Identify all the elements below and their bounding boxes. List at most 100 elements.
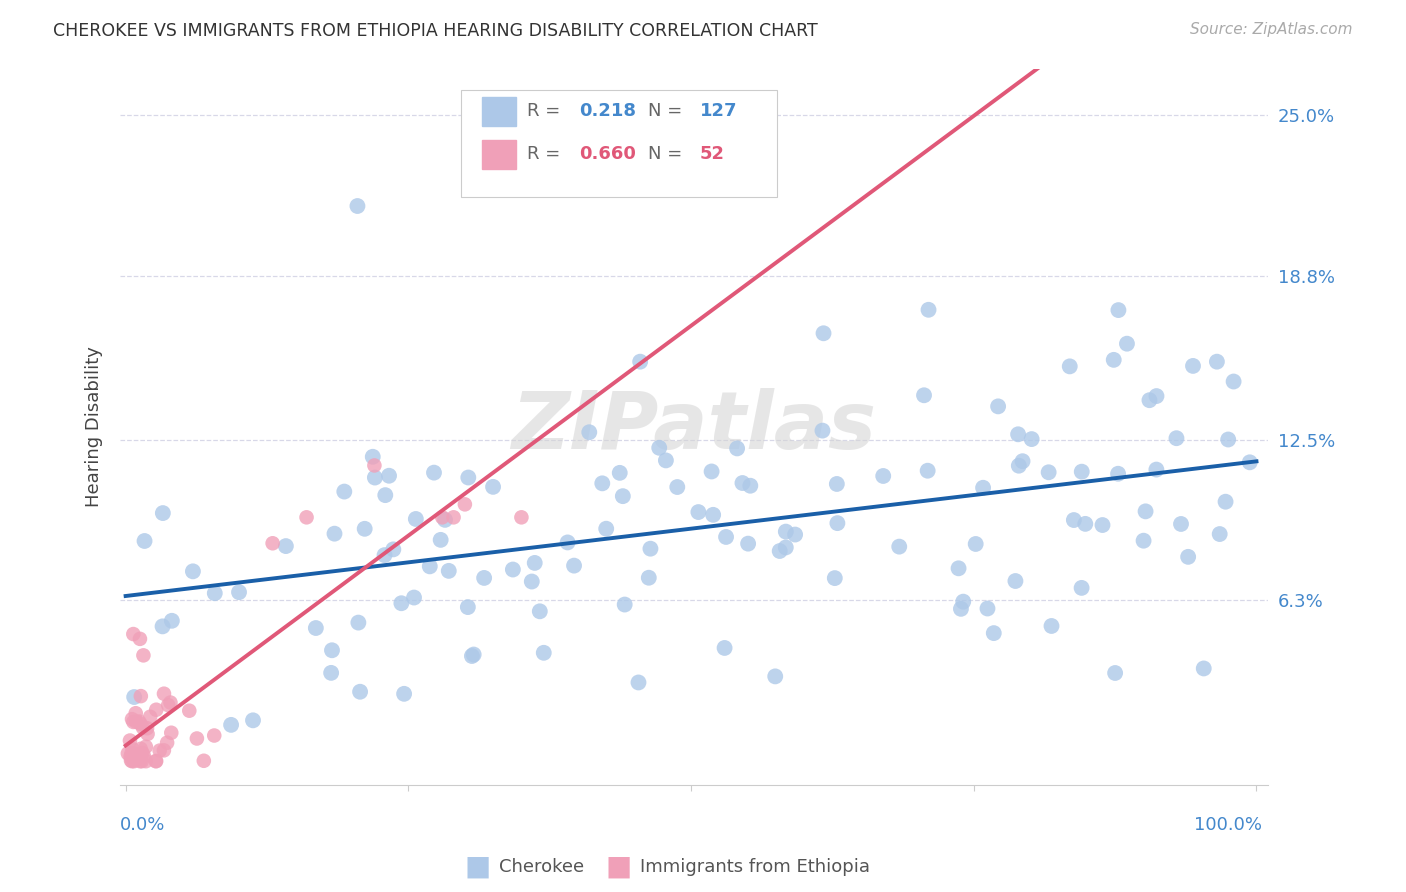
Point xyxy=(1135,504,1157,518)
Point xyxy=(432,510,454,524)
Point xyxy=(145,703,167,717)
Point xyxy=(510,510,533,524)
Point xyxy=(149,743,172,757)
Point xyxy=(125,714,148,729)
Point xyxy=(1166,431,1188,445)
Point xyxy=(952,594,974,608)
Point xyxy=(609,466,631,480)
Point xyxy=(628,354,651,368)
Point xyxy=(219,718,242,732)
Point xyxy=(1239,455,1261,469)
Point xyxy=(347,615,370,630)
Point xyxy=(274,539,297,553)
Point xyxy=(1208,527,1230,541)
Point xyxy=(135,739,157,754)
Point xyxy=(129,754,152,768)
Point xyxy=(131,754,153,768)
Point xyxy=(1070,581,1092,595)
Point xyxy=(443,510,465,524)
Point xyxy=(1192,661,1215,675)
Point xyxy=(813,326,835,341)
Point xyxy=(688,505,710,519)
Point xyxy=(136,721,159,735)
Point xyxy=(1040,619,1063,633)
Point xyxy=(457,600,479,615)
Point xyxy=(1170,516,1192,531)
Point xyxy=(1102,352,1125,367)
Point xyxy=(1021,432,1043,446)
Point xyxy=(702,508,724,522)
Text: N =: N = xyxy=(648,145,688,163)
Point xyxy=(578,425,600,440)
Point xyxy=(965,537,987,551)
Point xyxy=(1146,389,1168,403)
Point xyxy=(121,742,143,756)
FancyBboxPatch shape xyxy=(461,90,776,197)
Point xyxy=(1074,516,1097,531)
Point xyxy=(557,535,579,549)
Bar xyxy=(481,97,516,126)
Text: Cherokee: Cherokee xyxy=(499,858,585,876)
Point xyxy=(725,442,748,456)
Point xyxy=(153,743,176,757)
Point xyxy=(419,559,441,574)
Text: ■: ■ xyxy=(606,853,631,881)
Point xyxy=(1177,549,1199,564)
Point xyxy=(434,513,457,527)
Point xyxy=(118,733,141,747)
Point xyxy=(811,424,834,438)
Point xyxy=(640,541,662,556)
Point xyxy=(392,687,415,701)
Point xyxy=(129,689,152,703)
Point xyxy=(627,675,650,690)
Point xyxy=(156,736,179,750)
Point xyxy=(1215,494,1237,508)
Point xyxy=(713,640,735,655)
Point xyxy=(889,540,911,554)
Point xyxy=(131,746,153,760)
Point xyxy=(595,522,617,536)
Point xyxy=(145,754,167,768)
Point xyxy=(562,558,585,573)
Text: R =: R = xyxy=(527,103,567,120)
Point xyxy=(228,585,250,599)
Y-axis label: Hearing Disability: Hearing Disability xyxy=(86,346,103,507)
Point xyxy=(124,749,146,764)
Point xyxy=(1144,462,1167,476)
Bar xyxy=(481,140,516,169)
Point xyxy=(1107,467,1129,481)
Point xyxy=(1182,359,1205,373)
Point xyxy=(1139,393,1161,408)
Point xyxy=(872,469,894,483)
Point xyxy=(423,466,446,480)
Point xyxy=(769,544,792,558)
Point xyxy=(714,530,737,544)
Point xyxy=(463,648,485,662)
Point xyxy=(983,626,1005,640)
Point xyxy=(363,458,385,473)
Point xyxy=(1011,454,1033,468)
Point xyxy=(132,648,155,663)
Point xyxy=(364,470,387,484)
Point xyxy=(121,747,143,761)
Point xyxy=(121,754,143,768)
Point xyxy=(655,453,678,467)
Point xyxy=(139,710,162,724)
Point xyxy=(666,480,689,494)
Point xyxy=(181,565,204,579)
Text: Immigrants from Ethiopia: Immigrants from Ethiopia xyxy=(640,858,870,876)
Point xyxy=(159,696,181,710)
Point xyxy=(135,754,157,768)
Point xyxy=(533,646,555,660)
Point xyxy=(402,591,425,605)
Point xyxy=(1132,533,1154,548)
Point xyxy=(591,476,613,491)
Point xyxy=(179,704,201,718)
Point xyxy=(129,741,152,756)
Point xyxy=(153,687,176,701)
Point xyxy=(827,516,849,530)
Point xyxy=(242,714,264,728)
Point xyxy=(1107,303,1129,318)
Point xyxy=(737,536,759,550)
Point xyxy=(374,488,396,502)
